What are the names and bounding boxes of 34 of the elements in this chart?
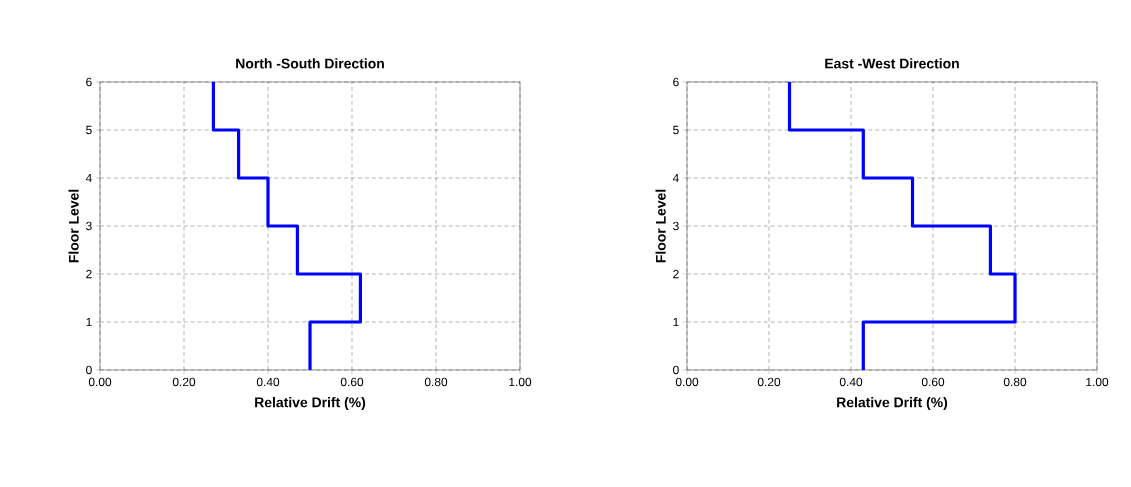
y-tick-label: 3: [673, 221, 679, 231]
y-tick-label: 6: [673, 77, 679, 87]
x-axis-title: Relative Drift (%): [255, 397, 366, 411]
y-tick-label: 6: [86, 77, 92, 87]
x-tick-label: 0.60: [340, 377, 364, 387]
chart-title: North -South Direction: [236, 58, 384, 69]
x-tick-label: 1.00: [1086, 377, 1109, 387]
y-tick-label: 2: [673, 269, 679, 279]
y-tick-label: 0: [673, 365, 679, 375]
y-tick-label: 4: [85, 173, 92, 183]
y-tick-label: 4: [672, 173, 679, 183]
x-tick-label: 0.00: [675, 377, 699, 387]
x-tick-label: 1.00: [509, 377, 532, 387]
line-series: [211, 81, 363, 370]
x-tick-label: 0.60: [921, 377, 945, 387]
chart-title: East -West Direction: [825, 58, 959, 69]
y-axis-title: Floor Level: [655, 189, 666, 263]
y-tick-label: 1: [673, 317, 679, 327]
x-tick-label: 0.00: [88, 377, 112, 387]
x-tick-label: 0.80: [1003, 377, 1027, 387]
y-tick-label: 5: [673, 125, 679, 135]
y-tick-label: 2: [86, 269, 92, 279]
x-tick-label: 0.40: [256, 377, 280, 387]
y-axis-title: Floor Level: [68, 189, 79, 263]
y-tick-label: 5: [86, 125, 92, 135]
y-tick-label: 0: [86, 365, 92, 375]
x-tick-label: 0.40: [839, 377, 863, 387]
x-tick-label: 0.20: [172, 377, 196, 387]
line-series: [787, 81, 1017, 370]
x-tick-label: 0.80: [424, 377, 448, 387]
x-axis-title: Relative Drift (%): [837, 397, 948, 411]
x-tick-label: 0.20: [757, 377, 781, 387]
y-tick-label: 3: [86, 221, 92, 231]
y-tick-label: 1: [86, 317, 92, 327]
